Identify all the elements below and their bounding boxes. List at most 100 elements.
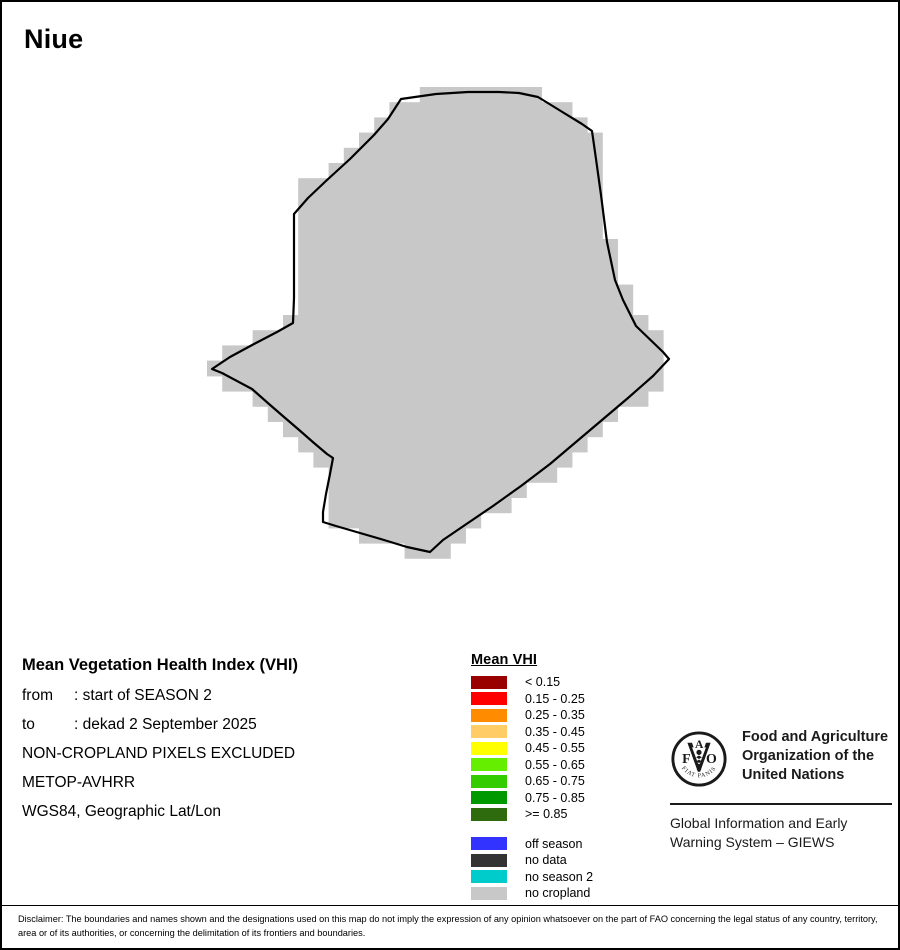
raster-cell [359, 406, 375, 422]
legend-item-off-season[interactable]: off season [471, 836, 593, 853]
info-key-from: from [22, 687, 53, 704]
raster-cell [450, 315, 466, 331]
legend-item-label: 0.15 - 0.25 [525, 691, 585, 706]
raster-cell [587, 223, 603, 240]
raster-cell [313, 375, 330, 392]
raster-cell [298, 375, 314, 392]
raster-cell [480, 421, 497, 438]
raster-cell [328, 421, 345, 438]
raster-cell [328, 436, 345, 453]
raster-cell [450, 147, 466, 164]
fao-logo-row: F A O FIAT PANIS Food and Agriculture Or… [670, 728, 892, 793]
raster-cell [343, 436, 360, 453]
raster-cell [374, 406, 390, 422]
legend-item-no-cropland[interactable]: no cropland [471, 885, 593, 902]
raster-cell [556, 284, 573, 301]
raster-cell [571, 375, 588, 392]
raster-cell [541, 193, 558, 210]
raster-cell [404, 421, 421, 438]
raster-cell [404, 315, 421, 331]
raster-cell [511, 208, 527, 225]
raster-cell [465, 391, 482, 407]
raster-cell [465, 482, 482, 498]
raster-cell [313, 254, 330, 270]
raster-cell [541, 391, 558, 407]
raster-cell [465, 87, 482, 103]
raster-cell [404, 330, 421, 346]
raster-cell [587, 208, 603, 225]
legend-item-label: 0.75 - 0.85 [525, 790, 585, 805]
raster-cell [359, 345, 375, 362]
raster-cell [541, 132, 558, 149]
map-canvas[interactable] [2, 62, 898, 642]
legend-item-no-season-2[interactable]: no season 2 [471, 869, 593, 886]
raster-cell [495, 284, 512, 301]
raster-cell [419, 117, 436, 134]
raster-cell [495, 117, 512, 134]
raster-cell [359, 269, 375, 286]
raster-cell [419, 102, 436, 118]
raster-cell [541, 163, 558, 179]
raster-cell [465, 345, 482, 362]
legend-item[interactable]: 0.75 - 0.85 [471, 790, 593, 807]
raster-cell [465, 406, 482, 422]
raster-cell [404, 223, 421, 240]
raster-cell [404, 178, 421, 194]
raster-cell [511, 375, 527, 392]
raster-cell [389, 421, 406, 438]
giews-line-1: Global Information and Early [670, 815, 848, 831]
raster-cell [404, 391, 421, 407]
raster-cell [404, 117, 421, 134]
svg-text:F: F [682, 752, 691, 767]
legend-item[interactable]: < 0.15 [471, 674, 593, 691]
raster-cell [359, 193, 375, 210]
raster-cell [495, 147, 512, 164]
raster-cell [617, 375, 634, 392]
raster-cell [465, 117, 482, 134]
raster-cell [419, 254, 436, 270]
raster-cell [389, 482, 406, 498]
fao-name-line-1: Food and Agriculture [742, 729, 889, 745]
raster-cell [435, 132, 451, 149]
raster-cell [602, 330, 618, 346]
raster-cell [511, 178, 527, 194]
legend-item[interactable]: 0.35 - 0.45 [471, 724, 593, 741]
raster-cell [328, 254, 345, 270]
raster-cell [435, 497, 451, 514]
legend-swatch-icon [471, 807, 507, 821]
info-heading: Mean Vegetation Health Index (VHI) [22, 656, 298, 674]
legend-item[interactable]: >= 0.85 [471, 806, 593, 823]
legend-item[interactable]: 0.25 - 0.35 [471, 707, 593, 724]
raster-cell [328, 391, 345, 407]
giews-line-2: Warning System – GIEWS [670, 833, 835, 850]
legend-item[interactable]: 0.45 - 0.55 [471, 740, 593, 757]
raster-cell [541, 299, 558, 316]
raster-cell [587, 163, 603, 179]
raster-cell [267, 375, 284, 392]
raster-cell [571, 178, 588, 194]
raster-cell [450, 360, 466, 377]
raster-cell [571, 406, 588, 422]
legend-item-label: no season 2 [525, 869, 594, 884]
raster-cell [526, 87, 542, 103]
map-svg[interactable] [2, 62, 898, 642]
raster-cell [343, 239, 360, 255]
raster-cell [480, 117, 497, 134]
legend-item[interactable]: 0.65 - 0.75 [471, 773, 593, 790]
raster-cell [374, 208, 390, 225]
legend-item[interactable]: 0.55 - 0.65 [471, 757, 593, 774]
raster-cell [343, 254, 360, 270]
raster-cell [389, 147, 406, 164]
giews-subtitle: Global Information and Early Warning Sys… [670, 814, 892, 852]
raster-cell [495, 208, 512, 225]
legend-item[interactable]: 0.15 - 0.25 [471, 691, 593, 708]
raster-cell [313, 406, 330, 422]
legend-item-no-data[interactable]: no data [471, 852, 593, 869]
raster-cell [389, 178, 406, 194]
raster-cell [404, 147, 421, 164]
raster-cell [298, 436, 314, 453]
raster-cell [404, 467, 421, 483]
raster-cell [283, 360, 299, 377]
raster-cell [328, 315, 345, 331]
raster-cell [511, 421, 527, 438]
